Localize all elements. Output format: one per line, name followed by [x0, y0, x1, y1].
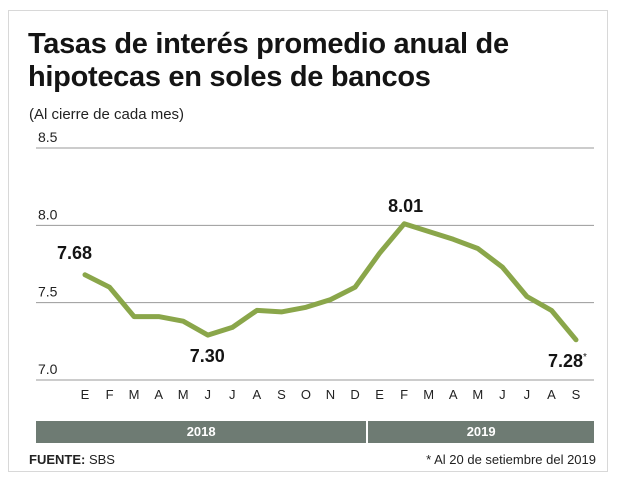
x-tick-label: A	[154, 387, 163, 402]
data-label-5: 7.30	[190, 346, 225, 366]
x-tick-label: S	[572, 387, 581, 402]
source-label: FUENTE:	[29, 452, 86, 467]
data-label-20: 7.28*	[548, 351, 587, 371]
chart-title: Tasas de interés promedio anual de hipot…	[28, 28, 509, 93]
y-tick-label: 7.0	[38, 361, 58, 377]
chart-subtitle: (Al cierre de cada mes)	[29, 106, 185, 123]
x-tick-label: N	[326, 387, 335, 402]
x-tick-label: A	[547, 387, 556, 402]
x-tick-label: M	[178, 387, 189, 402]
x-tick-label: J	[499, 387, 506, 402]
y-tick-label: 7.5	[38, 284, 58, 300]
x-tick-label: M	[129, 387, 140, 402]
data-labels: 7.68 7.30 8.01 7.28*	[57, 196, 587, 371]
data-label-0: 7.68	[57, 243, 92, 263]
x-tick-label: D	[350, 387, 359, 402]
data-label-13: 8.01	[388, 196, 423, 216]
x-tick-label: J	[205, 387, 212, 402]
source-note: FUENTE: SBS	[29, 452, 115, 467]
x-tick-label: E	[375, 387, 384, 402]
x-tick-label: O	[301, 387, 311, 402]
x-tick-label: A	[253, 387, 262, 402]
y-tick-label: 8.5	[38, 129, 58, 145]
x-tick-label: A	[449, 387, 458, 402]
x-tick-label: J	[229, 387, 236, 402]
series-line-tasa	[82, 221, 579, 343]
year-band-2019: 2019	[368, 421, 594, 443]
x-tick-label: F	[106, 387, 114, 402]
x-tick-label: F	[400, 387, 408, 402]
y-tick-label: 8.0	[38, 206, 58, 222]
year-band-2018: 2018	[36, 421, 367, 443]
gridlines	[36, 147, 594, 381]
x-tick-label: M	[423, 387, 434, 402]
x-tick-label: S	[277, 387, 286, 402]
y-axis-ticks: 8.5 8.0 7.5 7.0	[38, 129, 58, 377]
chart-frame	[8, 10, 608, 472]
x-tick-label: M	[472, 387, 483, 402]
x-tick-label: E	[81, 387, 90, 402]
footnote: * Al 20 de setiembre del 2019	[426, 452, 596, 467]
source-value: SBS	[88, 452, 115, 467]
x-tick-label: J	[524, 387, 531, 402]
